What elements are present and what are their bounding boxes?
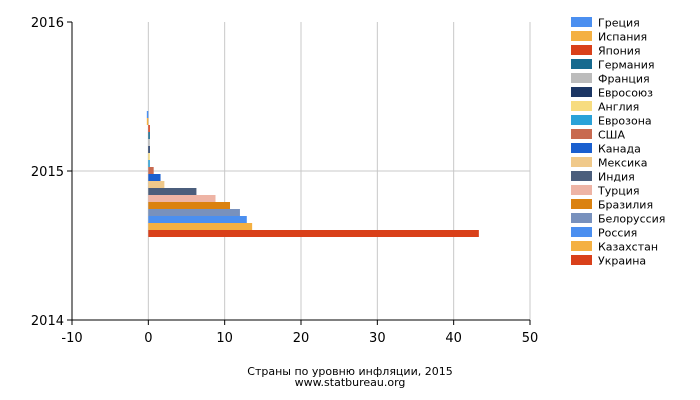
legend-swatch	[571, 59, 592, 69]
legend-swatch	[571, 115, 592, 125]
legend-label: Греция	[598, 17, 640, 30]
x-tick-label: 20	[293, 331, 310, 346]
legend-swatch	[571, 199, 592, 209]
x-tick-label: 40	[445, 331, 462, 346]
legend-swatch	[571, 129, 592, 139]
legend-label: Канада	[598, 143, 641, 156]
bar-Япония	[148, 125, 150, 132]
y-tick-label: 2014	[31, 314, 64, 329]
y-tick-label: 2015	[31, 165, 64, 180]
legend-label: Англия	[598, 101, 639, 114]
bar-Испания	[146, 118, 149, 125]
legend-label: Япония	[598, 45, 641, 58]
legend-label: Казахстан	[598, 241, 658, 254]
bar-Турция	[148, 195, 216, 202]
legend-swatch	[571, 143, 592, 153]
legend-swatch	[571, 171, 592, 181]
bar-Канада	[148, 174, 161, 181]
legend-swatch	[571, 101, 592, 111]
legend-swatch	[571, 185, 592, 195]
grid	[72, 22, 531, 320]
legend-label: Индия	[598, 171, 635, 184]
legend-label: Белоруссия	[598, 213, 665, 226]
bar-Белоруссия	[148, 209, 240, 216]
legend-label: Евросоюз	[598, 87, 653, 100]
legend-swatch	[571, 157, 592, 167]
x-tick-label: 0	[144, 331, 152, 346]
y-tick-label: 2016	[31, 16, 64, 31]
chart-title: Страны по уровню инфляции, 2015	[247, 365, 452, 378]
x-tick-label: 50	[522, 331, 539, 346]
legend-label: США	[598, 129, 625, 142]
bar-Бразилия	[148, 202, 231, 209]
legend-swatch	[571, 227, 592, 237]
legend-swatch	[571, 17, 592, 27]
legend-label: Бразилия	[598, 199, 653, 212]
bars	[146, 111, 479, 237]
x-tick-label: 10	[216, 331, 233, 346]
axes	[67, 21, 531, 325]
bar-Мексика	[148, 181, 165, 188]
chart-source: www.statbureau.org	[295, 376, 406, 389]
legend-swatch	[571, 255, 592, 265]
bar-Греция	[146, 111, 149, 118]
bar-Казахстан	[148, 223, 253, 230]
legend-swatch	[571, 213, 592, 223]
legend-label: Германия	[598, 59, 654, 72]
legend-swatch	[571, 241, 592, 251]
legend-swatch	[571, 87, 592, 97]
legend-label: Украина	[598, 255, 646, 268]
bar-Англия	[148, 153, 150, 160]
bar-Германия	[148, 132, 150, 139]
legend-label: Еврозона	[598, 115, 652, 128]
legend-label: Россия	[598, 227, 637, 240]
x-tick-label: -10	[61, 331, 82, 346]
bar-Украина	[148, 230, 479, 237]
bar-Евросоюз	[148, 146, 150, 153]
x-tick-labels: -10 0 10 20 30 40 50	[61, 331, 538, 346]
legend-swatch	[571, 73, 592, 83]
legend-swatch	[571, 45, 592, 55]
legend-label: Франция	[598, 73, 650, 86]
legend-swatch	[571, 31, 592, 41]
legend-label: Мексика	[598, 157, 647, 170]
x-tick-label: 30	[369, 331, 386, 346]
legend-label: Турция	[597, 185, 639, 198]
bar-Франция	[148, 139, 150, 146]
y-tick-labels: 2016 2015 2014	[31, 16, 64, 329]
bar-США	[148, 167, 154, 174]
legend-label: Испания	[598, 31, 647, 44]
bar-Россия	[148, 216, 247, 223]
legend: ГрецияИспанияЯпонияГерманияФранцияЕвросо…	[571, 17, 665, 268]
bar-Индия	[148, 188, 197, 195]
bar-Еврозона	[148, 160, 150, 167]
